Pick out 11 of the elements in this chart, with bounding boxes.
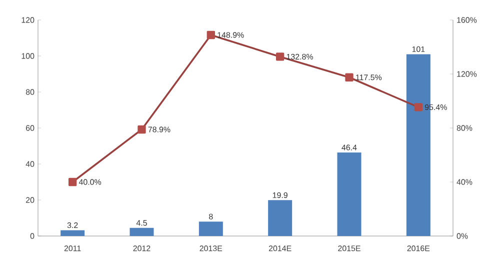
point xyxy=(276,52,284,61)
bar xyxy=(60,230,85,236)
bar xyxy=(198,222,223,236)
point xyxy=(345,73,354,82)
bar xyxy=(130,228,154,236)
point xyxy=(138,125,146,134)
bar xyxy=(268,200,292,236)
bar xyxy=(337,152,362,236)
point xyxy=(414,103,423,112)
point xyxy=(206,30,216,40)
point xyxy=(68,178,77,186)
